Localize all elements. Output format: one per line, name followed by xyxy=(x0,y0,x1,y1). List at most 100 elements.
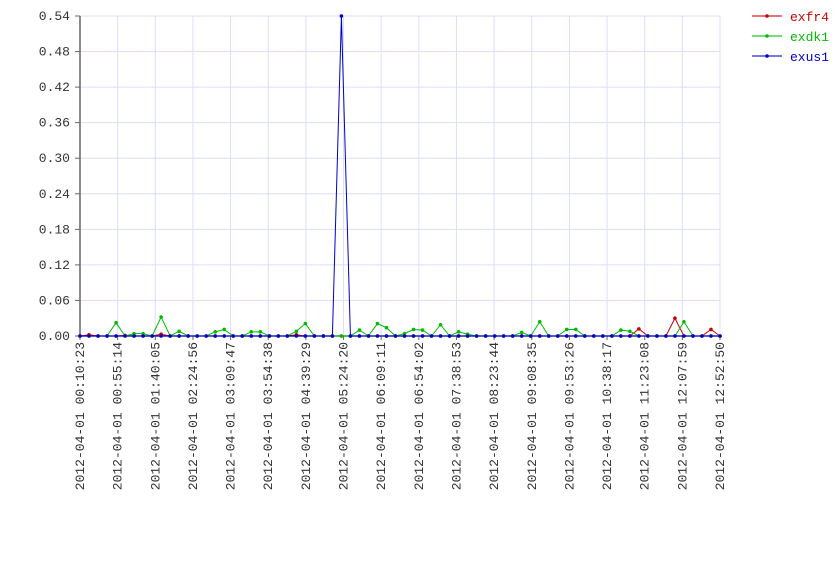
data-point-exus1 xyxy=(601,334,605,338)
data-point-exus1 xyxy=(294,334,299,338)
data-point-exus1 xyxy=(105,334,109,338)
data-point-exus1 xyxy=(682,334,686,338)
data-point-exus1 xyxy=(564,334,569,338)
data-point-exus1 xyxy=(375,334,380,338)
data-point-exdk1 xyxy=(537,319,542,324)
data-point-exus1 xyxy=(96,334,100,338)
data-point-exfr4 xyxy=(637,327,641,331)
y-tick-label: 0.30 xyxy=(39,151,70,166)
data-point-exus1 xyxy=(501,334,506,338)
data-point-exus1 xyxy=(700,334,704,338)
data-point-exus1 xyxy=(78,334,82,338)
x-tick-label: 2012-04-01 00:55:14 xyxy=(111,342,126,490)
y-tick-label: 0.18 xyxy=(39,222,70,237)
legend-label-exfr4: exfr4 xyxy=(790,10,829,25)
data-point-exdk1 xyxy=(159,315,163,319)
x-tick-label: 2012-04-01 01:40:05 xyxy=(148,342,163,490)
y-tick-label: 0.12 xyxy=(39,258,70,273)
data-point-exus1 xyxy=(186,334,190,338)
x-tick-label: 2012-04-01 11:23:08 xyxy=(638,342,653,490)
data-point-exus1 xyxy=(528,334,533,338)
y-tick-label: 0.48 xyxy=(39,45,70,60)
data-point-exus1 xyxy=(150,334,154,338)
data-point-exdk1 xyxy=(222,327,227,332)
data-point-exdk1 xyxy=(411,327,416,332)
x-tick-label: 2012-04-01 04:39:29 xyxy=(299,342,314,490)
data-point-exdk1 xyxy=(357,328,362,332)
data-point-exus1 xyxy=(582,334,587,338)
series-line-exdk1 xyxy=(80,315,720,337)
data-point-exus1 xyxy=(537,334,542,338)
data-point-exus1 xyxy=(429,334,434,338)
data-point-exus1 xyxy=(402,334,407,338)
legend-marker-exfr4 xyxy=(765,14,769,18)
data-point-exdk1 xyxy=(375,321,380,326)
legend-label-exus1: exus1 xyxy=(790,50,829,65)
data-point-exus1 xyxy=(492,334,497,338)
data-point-exus1 xyxy=(213,334,218,338)
data-point-exus1 xyxy=(276,334,281,338)
data-point-exus1 xyxy=(718,334,722,338)
data-point-exus1 xyxy=(114,334,118,338)
x-tick-label: 2012-04-01 03:54:38 xyxy=(261,342,276,490)
data-point-exus1 xyxy=(447,334,452,338)
data-point-exus1 xyxy=(393,334,398,338)
data-point-exus1 xyxy=(177,334,181,338)
data-point-exus1 xyxy=(123,334,127,338)
x-tick-label: 2012-04-01 06:54:02 xyxy=(412,342,427,490)
data-point-exus1 xyxy=(168,334,172,338)
data-point-exus1 xyxy=(546,334,551,338)
data-point-exus1 xyxy=(231,334,236,338)
data-point-exdk1 xyxy=(628,329,632,334)
data-point-exdk1 xyxy=(384,325,389,330)
data-point-exus1 xyxy=(673,334,677,338)
data-point-exus1 xyxy=(664,334,668,338)
data-point-exus1 xyxy=(357,334,362,338)
x-tick-label: 2012-04-01 00:10:23 xyxy=(73,342,88,490)
data-point-exus1 xyxy=(573,334,578,338)
data-point-exus1 xyxy=(384,334,389,338)
data-point-exus1 xyxy=(510,334,515,338)
legend-label-exdk1: exdk1 xyxy=(790,30,829,45)
data-point-exus1 xyxy=(628,334,632,338)
data-point-exdk1 xyxy=(438,322,443,327)
data-point-exus1 xyxy=(709,334,713,338)
data-point-exdk1 xyxy=(564,327,569,332)
x-tick-label: 2012-04-01 12:52:50 xyxy=(713,342,728,490)
y-tick-label: 0.54 xyxy=(39,9,70,24)
y-tick-label: 0.42 xyxy=(39,80,70,95)
x-tick-label: 2012-04-01 07:38:53 xyxy=(449,342,464,490)
data-point-exus1 xyxy=(303,334,308,338)
data-point-exus1 xyxy=(691,334,695,338)
x-tick-label: 2012-04-01 05:24:20 xyxy=(337,342,352,490)
series-group xyxy=(78,14,722,338)
data-point-exus1 xyxy=(159,334,163,338)
data-point-exus1 xyxy=(258,334,263,338)
x-tick-label: 2012-04-01 06:09:11 xyxy=(374,342,389,490)
data-point-exus1 xyxy=(411,334,416,338)
data-point-exus1 xyxy=(339,14,344,18)
legend-marker-exus1 xyxy=(765,54,769,58)
y-tick-label: 0.24 xyxy=(39,187,70,202)
y-tick-label: 0.06 xyxy=(39,293,70,308)
data-point-exus1 xyxy=(483,334,488,338)
data-point-exus1 xyxy=(249,334,254,338)
x-tick-label: 2012-04-01 10:38:17 xyxy=(600,342,615,490)
x-tick-label: 2012-04-01 02:24:56 xyxy=(186,342,201,490)
y-tick-label: 0.00 xyxy=(39,329,70,344)
data-point-exdk1 xyxy=(294,329,299,334)
data-point-exus1 xyxy=(222,334,227,338)
x-tick-label: 2012-04-01 09:08:35 xyxy=(525,342,540,490)
x-tick-label: 2012-04-01 12:07:59 xyxy=(675,342,690,490)
data-point-exdk1 xyxy=(303,321,308,326)
data-point-exus1 xyxy=(619,334,623,338)
data-point-exdk1 xyxy=(249,330,254,334)
data-point-exdk1 xyxy=(519,330,524,335)
data-point-exus1 xyxy=(519,334,524,338)
series-line-exus1 xyxy=(80,15,720,337)
data-point-exus1 xyxy=(366,334,371,338)
x-tick-label: 2012-04-01 09:53:26 xyxy=(562,342,577,490)
data-point-exdk1 xyxy=(258,330,263,334)
data-point-exus1 xyxy=(267,334,272,338)
data-point-exus1 xyxy=(195,334,199,338)
